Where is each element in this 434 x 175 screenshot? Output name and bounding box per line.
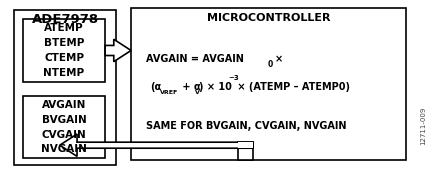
FancyBboxPatch shape	[14, 10, 116, 165]
Text: ADE7978: ADE7978	[32, 13, 99, 26]
Text: VREF: VREF	[160, 90, 178, 95]
Text: V: V	[194, 90, 200, 95]
Text: −3: −3	[228, 75, 239, 81]
Polygon shape	[237, 142, 253, 148]
Text: ATEMP
BTEMP
CTEMP
NTEMP: ATEMP BTEMP CTEMP NTEMP	[43, 23, 85, 78]
Text: SAME FOR BVGAIN, CVGAIN, NVGAIN: SAME FOR BVGAIN, CVGAIN, NVGAIN	[146, 121, 346, 131]
Polygon shape	[237, 142, 253, 160]
FancyBboxPatch shape	[131, 8, 404, 160]
Text: MICROCONTROLLER: MICROCONTROLLER	[206, 13, 329, 23]
Polygon shape	[105, 39, 131, 62]
Text: AVGAIN
BVGAIN
CVGAIN
NVGAIN: AVGAIN BVGAIN CVGAIN NVGAIN	[41, 100, 87, 154]
FancyBboxPatch shape	[23, 19, 105, 82]
Polygon shape	[59, 134, 253, 156]
Text: AVGAIN = AVGAIN: AVGAIN = AVGAIN	[146, 54, 243, 64]
Text: + α: + α	[178, 82, 200, 92]
FancyBboxPatch shape	[23, 96, 105, 158]
Text: 0: 0	[267, 60, 273, 69]
Text: 12711-009: 12711-009	[419, 106, 425, 145]
Text: (α: (α	[150, 82, 161, 92]
Text: × (ATEMP – ATEMP0): × (ATEMP – ATEMP0)	[233, 82, 349, 92]
Text: ) × 10: ) × 10	[199, 82, 232, 92]
Text: ×: ×	[274, 54, 283, 64]
